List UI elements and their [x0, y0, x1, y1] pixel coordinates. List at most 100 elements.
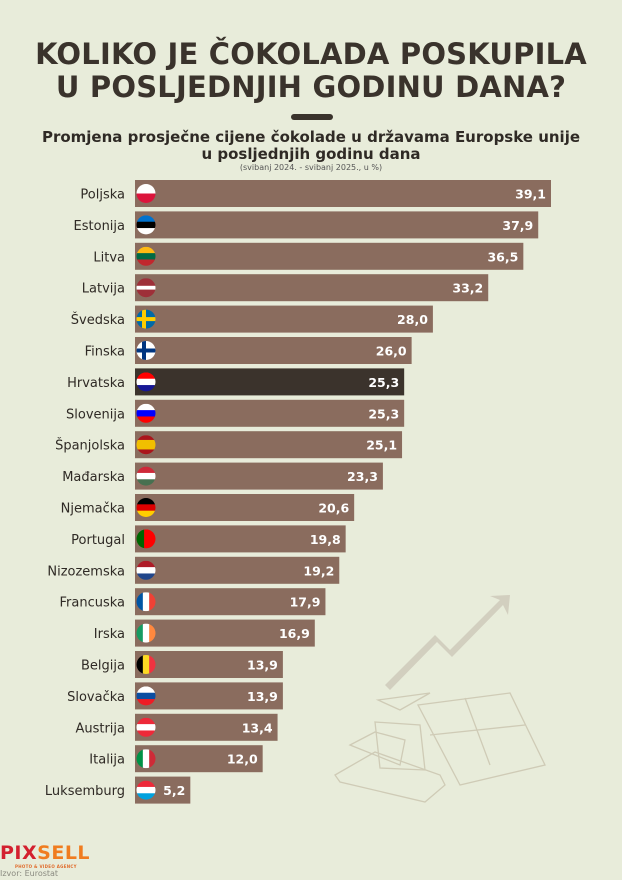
logo-text-a: PIX [0, 842, 38, 864]
value-label: 39,1 [515, 187, 546, 202]
flag-icon [136, 498, 156, 517]
bar [135, 745, 263, 773]
category-label: Luksemburg [45, 784, 125, 799]
category-label: Portugal [71, 533, 125, 548]
bar [135, 556, 340, 584]
bar-row: Luksemburg 5,2 [45, 776, 191, 804]
bar [135, 180, 551, 207]
value-label: 16,9 [279, 626, 310, 641]
flag-icon [136, 717, 156, 737]
bar [135, 462, 383, 490]
category-label: Belgija [81, 659, 125, 674]
bar-row: Latvija 33,2 [82, 274, 489, 302]
category-label: Litva [93, 250, 125, 265]
title-line-1: KOLIKO JE ČOKOLADA POSKUPILA [35, 37, 587, 71]
category-label: Slovačka [67, 690, 125, 705]
bar-row: Hrvatska 25,3 [67, 368, 405, 396]
logo-text-b: SELL [37, 842, 91, 864]
bar [135, 588, 326, 616]
value-label: 13,9 [247, 689, 278, 704]
chocolate-illustration [334, 595, 546, 803]
category-label: Estonija [74, 219, 125, 234]
chart-title: Promjena prosječne cijene čokolade u drž… [0, 129, 622, 163]
flag-icon [136, 246, 156, 266]
bar [135, 274, 489, 302]
bar [135, 242, 524, 270]
category-label: Hrvatska [67, 376, 125, 391]
category-label: Švedska [71, 312, 125, 328]
bar-row: Nizozemska 19,2 [47, 556, 340, 584]
category-label: Austrija [75, 721, 125, 736]
flag-icon [136, 403, 156, 423]
bar-row: Švedska 28,0 [71, 305, 433, 333]
chart-title-line-2: u posljednjih godinu dana [201, 145, 421, 163]
chart-title-line-1: Promjena prosječne cijene čokolade u drž… [41, 128, 581, 146]
bar-row: Portugal 19,8 [71, 525, 346, 553]
bar [135, 211, 539, 239]
flag-icon [136, 466, 156, 486]
value-label: 37,9 [502, 218, 533, 233]
bar [135, 337, 412, 364]
bar [135, 619, 315, 647]
value-label: 13,4 [242, 720, 273, 735]
flag-icon [136, 309, 156, 329]
value-label: 19,2 [303, 563, 334, 578]
category-label: Slovenija [66, 407, 125, 422]
category-label: Njemačka [61, 502, 125, 517]
category-label: Finska [85, 345, 125, 360]
category-label: Irska [94, 627, 125, 642]
flag-icon [136, 341, 156, 360]
flag-icon [136, 623, 156, 643]
bar-row: Francuska 17,9 [59, 588, 326, 616]
flag-icon [136, 686, 156, 706]
flag-icon [136, 372, 156, 392]
value-label: 12,0 [227, 752, 258, 767]
value-label: 25,1 [366, 438, 397, 453]
bar [135, 431, 403, 459]
value-label: 20,6 [318, 501, 349, 516]
value-label: 36,5 [487, 249, 518, 264]
flag-icon [136, 529, 156, 549]
flag-icon [136, 278, 156, 298]
source-note: Izvor: Eurostat [0, 869, 59, 878]
pixsell-logo: PIXSELL [0, 842, 90, 864]
value-label: 5,2 [163, 783, 185, 798]
bar [135, 651, 283, 678]
bar [135, 305, 433, 333]
logo-tagline: PHOTO & VIDEO AGENCY [15, 864, 77, 869]
value-label: 23,3 [347, 469, 378, 484]
category-label: Francuska [59, 596, 125, 611]
flag-icon [136, 592, 156, 612]
value-label: 19,8 [310, 532, 341, 547]
category-label: Nizozemska [47, 564, 125, 579]
bar-row: Španjolska 25,1 [55, 431, 403, 459]
flag-icon [136, 560, 156, 580]
flag-icon [136, 780, 156, 800]
title-divider [291, 114, 333, 120]
bar-row: Litva 36,5 [93, 242, 524, 270]
flag-icon [136, 184, 156, 203]
bar-row: Poljska 39,1 [80, 180, 551, 207]
rising-arrow-icon [385, 595, 510, 690]
value-label: 33,2 [452, 281, 483, 296]
page-title: KOLIKO JE ČOKOLADA POSKUPILA U POSLJEDNJ… [0, 38, 622, 104]
value-label: 25,3 [368, 375, 399, 390]
bar-row: Finska 26,0 [85, 337, 412, 364]
category-label: Latvija [82, 282, 125, 297]
bar [135, 682, 283, 710]
bar-row: Italija 12,0 [89, 745, 263, 773]
bar [135, 713, 278, 741]
bar-row: Mađarska 23,3 [62, 462, 383, 490]
bar-row: Estonija 37,9 [74, 211, 539, 239]
category-label: Mađarska [62, 470, 125, 485]
bar [135, 368, 405, 396]
bar-row: Slovačka 13,9 [67, 682, 283, 710]
value-label: 28,0 [397, 312, 428, 327]
value-label: 26,0 [376, 344, 407, 359]
category-label: Španjolska [55, 438, 125, 454]
value-label: 25,3 [368, 406, 399, 421]
flag-icon [136, 655, 156, 674]
chart-subtitle: (svibanj 2024. - svibanj 2025., u %) [239, 163, 383, 172]
category-label: Italija [89, 753, 125, 768]
